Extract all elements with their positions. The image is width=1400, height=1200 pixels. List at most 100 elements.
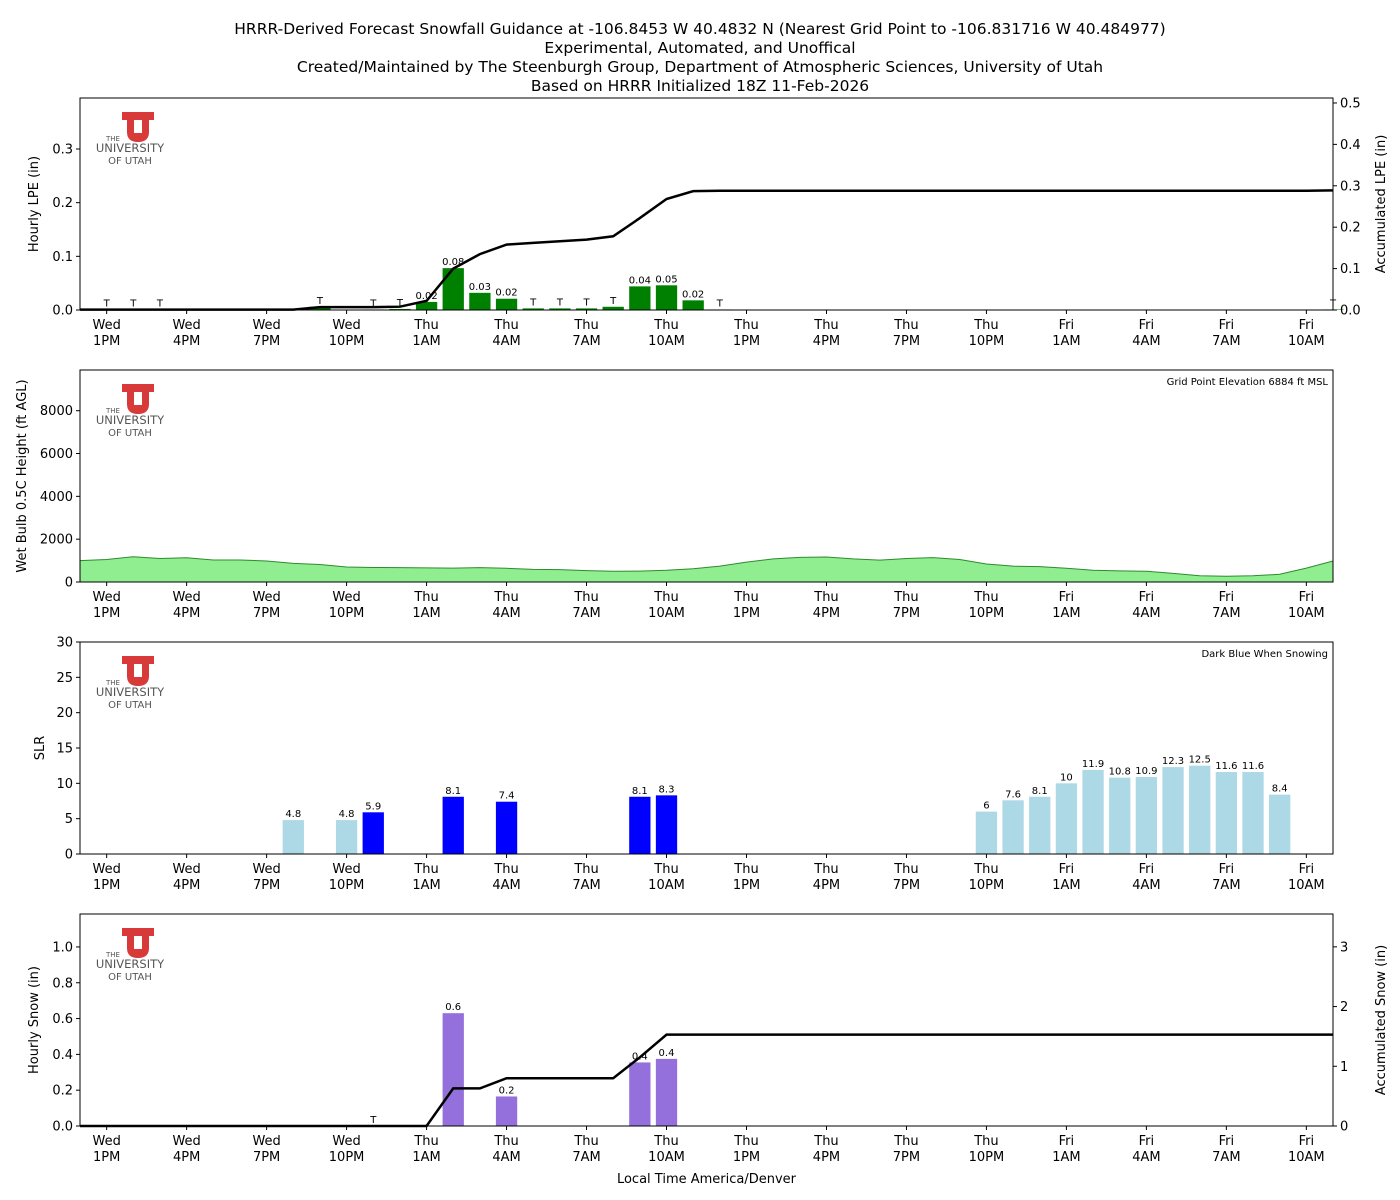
x-tick-label-day: Fri	[1299, 590, 1315, 605]
y-tick-label: 20	[56, 706, 73, 721]
x-axis-label: Local Time America/Denver	[617, 1172, 797, 1187]
y2-tick-label: 0.1	[1340, 262, 1361, 277]
lpe-bar	[602, 306, 624, 310]
lpe-bar-label: T	[556, 297, 564, 308]
x-tick-label-time: 4AM	[492, 1150, 520, 1165]
y-axis-label: Hourly Snow (in)	[27, 966, 42, 1074]
x-tick-label-time: 7PM	[253, 878, 280, 893]
lpe-bar	[629, 286, 651, 310]
slr-bar	[1082, 769, 1104, 854]
wetbulb-area	[80, 556, 1333, 582]
x-tick-label-day: Fri	[1219, 318, 1235, 333]
x-tick-label-day: Fri	[1299, 1134, 1315, 1149]
x-tick-label-time: 10AM	[1288, 606, 1325, 621]
logo-text: THE	[105, 407, 120, 415]
slr-bar	[1189, 765, 1211, 854]
slr-bar-label: 11.9	[1082, 759, 1104, 770]
x-tick-label-day: Fri	[1059, 862, 1075, 877]
slr-bar-label: 10.9	[1135, 766, 1157, 777]
snow-bar	[442, 1013, 464, 1126]
lpe-bar-label: T	[716, 298, 724, 309]
x-tick-label-day: Wed	[252, 590, 280, 605]
y-tick-label: 6000	[40, 447, 73, 462]
y-tick-label: 8000	[40, 404, 73, 419]
x-tick-label-time: 7AM	[1212, 334, 1240, 349]
lpe-bar-label: 0.05	[655, 274, 677, 285]
logo-text: THE	[105, 679, 120, 687]
slr-bar-label: 6	[983, 801, 989, 812]
logo-text: OF UTAH	[108, 428, 152, 439]
lpe-bar	[309, 306, 331, 310]
x-tick-label-day: Thu	[813, 590, 838, 605]
x-tick-label-time: 1PM	[733, 878, 760, 893]
lpe-bar	[389, 308, 411, 310]
slr-bar-label: 7.6	[1005, 789, 1021, 800]
x-tick-label-time: 7AM	[572, 334, 600, 349]
slr-bar	[1162, 767, 1184, 854]
slr-bar	[495, 801, 518, 854]
lpe-bar	[469, 292, 491, 310]
x-tick-label-day: Thu	[413, 862, 438, 877]
y-axis-label: SLR	[33, 736, 48, 761]
x-tick-label-time: 7PM	[893, 606, 920, 621]
lpe-bar-label: T	[529, 297, 537, 308]
x-tick-label-day: Wed	[252, 862, 280, 877]
x-tick-label-day: Wed	[332, 1134, 360, 1149]
y2-tick-label: 0.4	[1340, 138, 1361, 153]
x-tick-label-time: 10AM	[1288, 878, 1325, 893]
x-tick-label-time: 4PM	[173, 606, 200, 621]
plot-frame	[79, 97, 1334, 311]
x-tick-label-time: 4AM	[492, 606, 520, 621]
x-tick-label-time: 10PM	[329, 606, 365, 621]
y-tick-label: 0.0	[52, 1120, 73, 1135]
x-tick-label-day: Fri	[1219, 1134, 1235, 1149]
title-line: Based on HRRR Initialized 18Z 11-Feb-202…	[530, 77, 870, 95]
y2-tick-label: 0.0	[1340, 304, 1361, 319]
snow-bar-label: T	[369, 1115, 377, 1126]
lpe-bar-label: T	[396, 298, 404, 309]
x-tick-label-time: 1AM	[1052, 334, 1080, 349]
x-tick-label-day: Thu	[493, 590, 518, 605]
snow-accum-line	[80, 1033, 1333, 1128]
y2-tick-label: 1	[1340, 1060, 1348, 1075]
x-tick-label-day: Wed	[172, 862, 200, 877]
logo-text: UNIVERSITY	[96, 141, 165, 155]
lpe-accum-line	[80, 189, 1334, 311]
x-tick-label-day: Thu	[733, 1134, 758, 1149]
slr-bar-label: 8.1	[1032, 786, 1048, 797]
x-tick-label-time: 7PM	[893, 878, 920, 893]
slr-bar-label: 12.5	[1189, 755, 1211, 766]
x-tick-label-time: 1PM	[93, 334, 120, 349]
x-tick-label-day: Wed	[332, 862, 360, 877]
x-tick-label-day: Thu	[813, 318, 838, 333]
x-tick-label-day: Fri	[1299, 862, 1315, 877]
snow-bar-label: 0.6	[445, 1002, 461, 1013]
x-tick-label-time: 7PM	[253, 606, 280, 621]
y-axis-label: Wet Bulb 0.5C Height (ft AGL)	[15, 379, 30, 572]
lpe-bar-label: T	[369, 298, 377, 309]
y-tick-label: 0	[65, 848, 73, 863]
x-tick-label-time: 10AM	[1288, 1150, 1325, 1165]
x-tick-label-day: Thu	[893, 862, 918, 877]
lpe-bar-label: T	[609, 296, 617, 307]
slr-bar	[335, 820, 358, 854]
y2-tick-label: 3	[1340, 940, 1348, 955]
x-tick-label-day: Thu	[653, 590, 678, 605]
logo-text: OF UTAH	[108, 700, 152, 711]
lpe-bar-label: T	[129, 298, 137, 309]
x-tick-label-day: Wed	[172, 318, 200, 333]
x-tick-label-time: 4PM	[173, 1150, 200, 1165]
x-tick-label-time: 10PM	[969, 1150, 1005, 1165]
x-tick-label-time: 7PM	[893, 1150, 920, 1165]
x-tick-label-time: 10AM	[648, 606, 685, 621]
x-tick-label-day: Thu	[813, 1134, 838, 1149]
lpe-bar	[415, 301, 438, 310]
x-tick-label-day: Thu	[813, 862, 838, 877]
y-tick-label: 0.3	[52, 142, 73, 157]
x-tick-label-day: Wed	[332, 318, 360, 333]
y2-tick-label: 0.5	[1340, 96, 1361, 111]
lpe-bar-label: T	[156, 298, 164, 309]
slr-bar	[1215, 772, 1238, 854]
x-tick-label-day: Fri	[1059, 318, 1075, 333]
